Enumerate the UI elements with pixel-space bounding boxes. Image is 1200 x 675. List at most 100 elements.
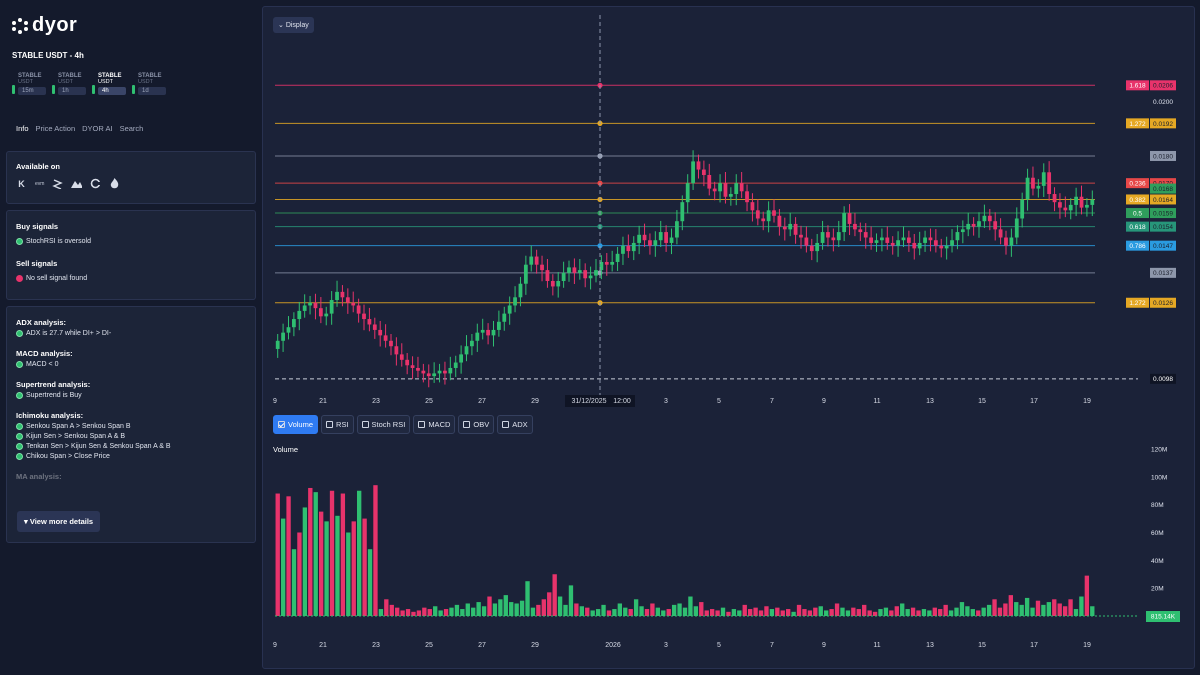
volume-bar — [1057, 603, 1062, 616]
indicator-toggle-macd[interactable]: MACD — [413, 415, 456, 434]
volume-bar — [872, 611, 878, 616]
fib-ratio-label: 1.272 — [1129, 121, 1146, 128]
fib-price-badge — [1150, 208, 1176, 219]
volume-bar — [666, 609, 671, 616]
candle-body — [637, 234, 642, 243]
volume-bar — [693, 606, 699, 616]
fib-ratio-badge — [1126, 178, 1149, 189]
volume-bar — [889, 610, 894, 616]
volume-bar — [1084, 575, 1090, 616]
x-axis-tick-label: 9 — [822, 398, 826, 405]
volume-axis-tick-label: 40M — [1151, 558, 1164, 565]
candle-body — [1052, 194, 1057, 203]
x-axis-tick-label: 13 — [926, 398, 934, 405]
timeframe-15m[interactable]: STABLE USDT 15m — [12, 73, 46, 95]
volume-bar — [411, 611, 416, 616]
chart-panel: 1.6180.02061.2720.01920.2360.01700.3820.… — [262, 6, 1195, 669]
volume-x-axis-tick-label: 9 — [273, 642, 277, 649]
timeframe-indicator-bar — [132, 85, 135, 94]
indicator-label: OBV — [473, 420, 490, 429]
candle-body — [308, 302, 312, 306]
x-axis-tick-label: 17 — [1030, 398, 1038, 405]
volume-bar — [699, 602, 704, 616]
volume-bar — [894, 606, 899, 616]
candle-body — [507, 305, 512, 314]
indicator-toggle-obv[interactable]: OBV — [458, 415, 495, 434]
volume-bar — [530, 607, 536, 616]
volume-x-axis-tick-label: 27 — [478, 642, 486, 649]
candle-body — [453, 362, 458, 368]
volume-bar — [378, 609, 384, 616]
volume-bar — [775, 607, 780, 616]
indicator-toggle-adx[interactable]: ADX — [497, 415, 533, 434]
candle-body — [966, 223, 971, 230]
analysis-list: ADX analysis: ADX is 27.7 while DI+ > DI-… — [16, 318, 246, 481]
volume-bar — [633, 599, 639, 616]
tab-price-action[interactable]: Price Action — [35, 124, 76, 133]
timeframe-symbol: STABLE — [18, 73, 42, 79]
indicator-toggle-volume[interactable]: Volume — [273, 415, 319, 434]
timeframe-1d[interactable]: STABLE USDT 1d — [132, 73, 166, 95]
price-chart[interactable]: 1.6180.02061.2720.01920.2360.01700.3820.… — [263, 7, 1196, 670]
candle-body — [367, 319, 372, 325]
candle-body — [653, 240, 658, 246]
candle-body — [362, 313, 366, 320]
view-more-button[interactable]: ▾ View more details — [17, 511, 101, 532]
volume-bar — [579, 606, 584, 616]
indicator-toggle-stoch-rsi[interactable]: Stoch RSI — [356, 415, 411, 434]
brand-name: dyor — [32, 14, 78, 36]
volume-bar — [791, 611, 796, 616]
fib-price-label: 0.0126 — [1153, 300, 1173, 307]
candle-body — [583, 270, 588, 279]
indicator-toggle-rsi[interactable]: RSI — [321, 415, 354, 434]
candle-body — [356, 305, 361, 314]
volume-bar — [601, 604, 606, 616]
candle-body — [928, 237, 933, 241]
timeframe-symbol: STABLE — [58, 73, 82, 79]
tab-dyor-ai[interactable]: DYOR AI — [82, 124, 113, 133]
tab-info[interactable]: Info — [16, 124, 29, 133]
flame-icon[interactable] — [109, 178, 120, 189]
volume-x-axis-tick-label: 11 — [873, 642, 880, 649]
volume-bar — [313, 492, 318, 616]
volume-x-axis-tick-label: 15 — [978, 642, 986, 649]
mountain-icon[interactable] — [71, 178, 83, 189]
swap-circle-icon[interactable] — [90, 178, 102, 189]
volume-bar — [443, 609, 449, 616]
volume-bar — [536, 604, 541, 616]
indicator-label: MACD — [428, 420, 451, 429]
indicator-label: RSI — [336, 420, 349, 429]
candle-body — [1079, 196, 1084, 208]
volume-bar — [438, 610, 443, 616]
kucoin-icon[interactable]: K — [18, 178, 25, 189]
volume-x-axis-tick-label: 17 — [1030, 642, 1038, 649]
candle-body — [475, 332, 480, 341]
fib-level-marker — [597, 243, 603, 249]
volume-x-axis-tick-label: 2026 — [605, 642, 621, 649]
bridge-icon[interactable] — [52, 178, 64, 189]
candle-body — [1090, 199, 1095, 205]
timeframe-quote: USDT — [18, 79, 33, 85]
x-axis-tick-label: 7 — [770, 398, 774, 405]
candle-body — [939, 245, 944, 249]
volume-bar — [1003, 603, 1008, 616]
candle-body — [869, 237, 874, 243]
candle-body — [960, 229, 965, 233]
volume-bar — [856, 609, 861, 616]
volume-bar — [275, 493, 280, 616]
tab-search[interactable]: Search — [119, 124, 144, 133]
candle-body — [853, 223, 857, 230]
candle-body — [917, 242, 922, 249]
candle-body — [1036, 185, 1041, 189]
timeframe-4h[interactable]: STABLE USDT 4h — [92, 73, 126, 95]
timeframe-1h[interactable]: STABLE USDT 1h — [52, 73, 86, 95]
timeframe-indicator-bar — [12, 85, 15, 94]
chevron-down-icon: ▾ — [24, 517, 30, 526]
brand-logo[interactable]: dyor — [12, 14, 77, 37]
volume-bar — [807, 610, 813, 616]
candle-body — [723, 183, 728, 197]
display-button[interactable]: ⌄ Display — [273, 17, 314, 33]
candle-body — [550, 281, 555, 287]
fib-price-label: 0.0192 — [1153, 121, 1173, 128]
candle-body — [540, 264, 544, 271]
